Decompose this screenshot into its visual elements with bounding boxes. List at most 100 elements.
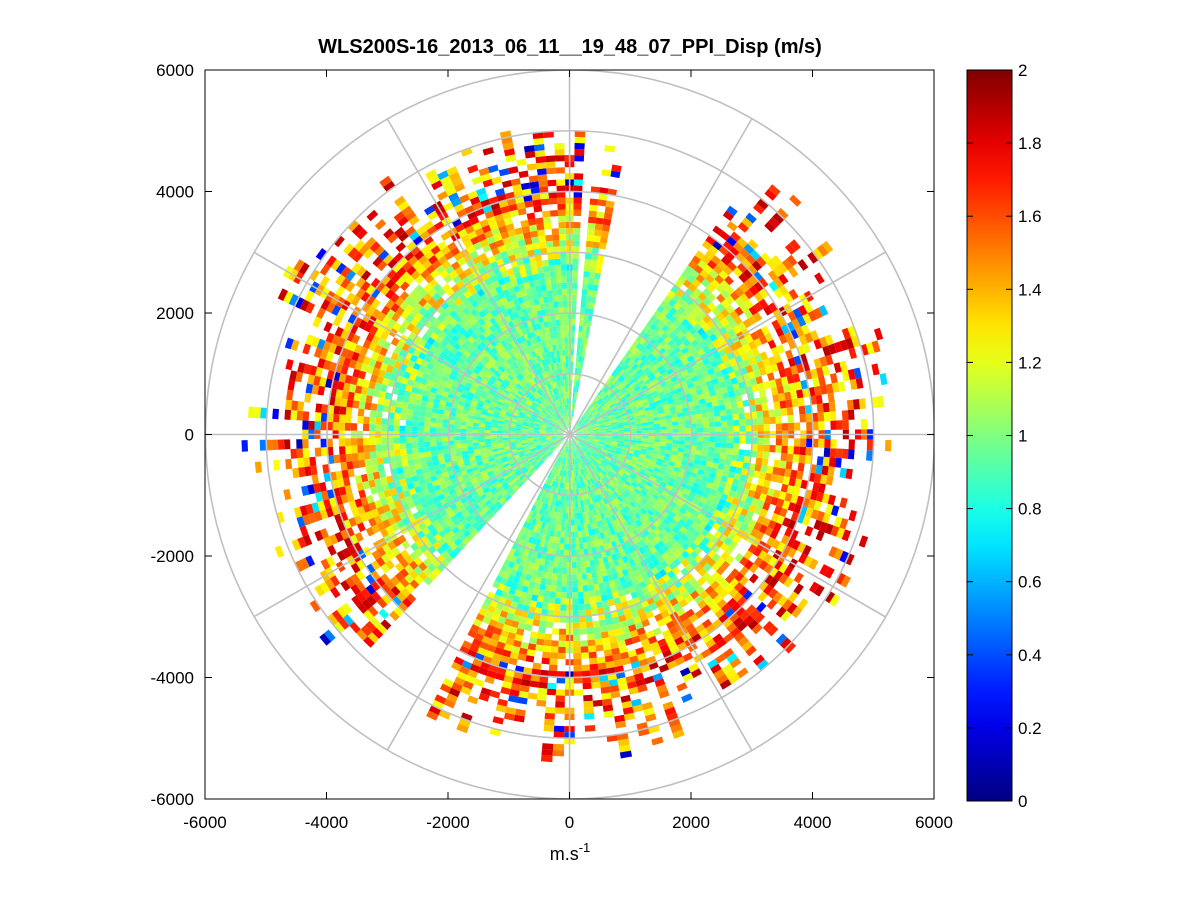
scan-cell: [539, 440, 546, 443]
scan-cell: [726, 365, 734, 374]
scan-cell: [526, 306, 533, 314]
scan-cell: [616, 420, 623, 424]
scan-cell: [548, 265, 556, 272]
scan-cell: [510, 683, 521, 691]
scan-cell: [540, 440, 547, 444]
scan-cell: [432, 403, 440, 409]
scan-cell: [497, 420, 504, 424]
scan-cell: [447, 510, 455, 519]
scan-cell: [412, 349, 421, 358]
chart-title: WLS200S-16_2013_06_11__19_48_07_PPI_Disp…: [318, 36, 822, 58]
scan-cell: [500, 205, 510, 214]
scan-cell: [557, 435, 564, 437]
scan-cell: [574, 142, 585, 150]
scan-cell: [688, 326, 697, 336]
scan-cell: [637, 379, 645, 386]
scan-cell: [528, 351, 534, 359]
scan-cell: [541, 401, 547, 407]
scan-cell: [557, 295, 563, 302]
scan-cell: [661, 361, 669, 369]
scan-cell: [536, 168, 547, 176]
scan-cell: [365, 236, 377, 249]
scan-cell: [533, 436, 540, 438]
scan-cell: [702, 287, 712, 297]
scan-cell: [534, 383, 540, 390]
scan-cell: [469, 459, 477, 465]
scan-cell: [347, 544, 357, 556]
scan-cell: [662, 343, 671, 351]
scan-cell: [631, 406, 638, 411]
scan-cell: [369, 451, 377, 459]
scan-cell: [629, 389, 636, 395]
scan-cell: [601, 224, 611, 232]
scan-cell: [456, 455, 463, 461]
scan-cell: [304, 466, 312, 477]
scan-cell: [489, 404, 496, 409]
scan-cell: [541, 608, 548, 616]
scan-cell: [715, 284, 725, 294]
scan-cell: [493, 382, 500, 389]
scan-cell: [719, 279, 730, 290]
scan-cell: [722, 240, 733, 252]
scan-cell: [661, 371, 669, 379]
scan-cell: [332, 315, 343, 327]
scan-cell: [339, 414, 346, 423]
scan-cell: [369, 424, 376, 432]
scan-cell: [551, 429, 558, 432]
scan-cell: [474, 451, 481, 457]
scan-cell: [395, 461, 403, 469]
scan-cell: [760, 396, 768, 405]
scan-cell: [533, 349, 539, 357]
scan-cell: [496, 368, 503, 375]
scan-cell: [509, 380, 517, 387]
scan-cell: [556, 443, 562, 448]
scan-cell: [423, 519, 432, 528]
scan-cell: [387, 540, 397, 551]
scan-cell: [533, 356, 539, 363]
scan-cell: [758, 277, 769, 289]
scan-cell: [430, 387, 438, 394]
scan-cell: [772, 393, 780, 403]
scan-cell: [492, 448, 499, 453]
scan-cell: [534, 463, 540, 469]
scan-cell: [649, 387, 657, 394]
scan-cell: [408, 464, 416, 472]
scan-cell: [454, 330, 463, 339]
scan-cell: [626, 384, 633, 391]
scan-cell: [415, 468, 423, 476]
scan-cell: [618, 406, 625, 412]
scan-cell: [757, 417, 764, 425]
scan-cell: [444, 405, 452, 412]
scan-cell: [543, 484, 549, 491]
scan-cell: [370, 298, 381, 309]
scan-cell: [540, 309, 547, 317]
scan-cell: [759, 351, 768, 361]
scan-cell: [350, 562, 361, 574]
scan-cell: [426, 336, 436, 346]
scan-cell: [562, 488, 565, 495]
scan-cell: [466, 484, 474, 491]
scan-cell: [555, 414, 560, 420]
scan-cell: [460, 234, 471, 244]
scan-cell: [477, 627, 487, 636]
scan-cell: [451, 526, 460, 535]
scan-cell: [428, 503, 437, 512]
scan-cell: [524, 300, 531, 309]
scan-cell: [566, 446, 568, 453]
scan-cell: [544, 417, 550, 422]
scan-cell: [551, 431, 558, 433]
scan-cell: [512, 266, 520, 274]
scan-cell: [481, 456, 489, 462]
scan-cell: [810, 368, 819, 379]
scan-cell: [509, 482, 517, 489]
scan-cell: [681, 369, 689, 377]
scan-cell: [803, 302, 814, 314]
scan-cell: [814, 385, 822, 396]
scan-cell: [390, 508, 399, 517]
scan-cell: [453, 376, 462, 384]
scan-cell: [542, 216, 551, 224]
scan-cell: [527, 249, 535, 257]
scan-cell: [473, 283, 482, 292]
scan-cell: [454, 500, 463, 508]
scan-cell: [338, 422, 345, 431]
